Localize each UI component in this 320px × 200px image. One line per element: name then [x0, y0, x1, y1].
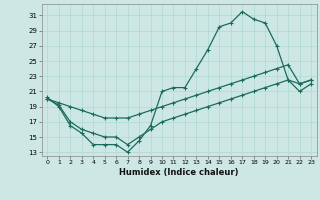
X-axis label: Humidex (Indice chaleur): Humidex (Indice chaleur) [119, 168, 239, 177]
